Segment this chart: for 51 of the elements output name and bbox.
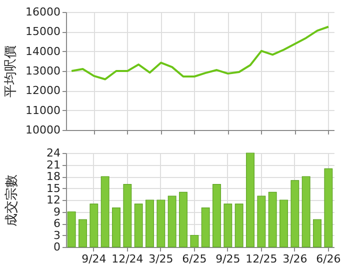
y-tick-label: 15000: [26, 25, 60, 38]
x-tick-label: 12/25: [246, 252, 278, 266]
bar: [78, 219, 87, 248]
line-series: [70, 26, 330, 80]
y-tick-label: 0: [54, 240, 60, 254]
bar: [146, 200, 154, 248]
y-tick-label: 11000: [26, 104, 60, 117]
y-tick-label: 3: [54, 228, 60, 242]
x-tick-label: 6/26: [316, 252, 341, 266]
y-tick-label: 14000: [26, 44, 60, 58]
y-tick-label: 12000: [26, 84, 60, 98]
bar: [100, 176, 110, 248]
y-tick-label: 13000: [26, 64, 60, 78]
bar: [156, 200, 166, 248]
y-tick-label: 12: [46, 194, 60, 206]
y-tick-label: 15: [46, 182, 60, 195]
x-tick-label: 12/24: [112, 252, 144, 266]
bar: [324, 168, 333, 248]
bar: [123, 184, 132, 248]
y-axis-title: 成交宗數: [4, 174, 20, 226]
bar: [201, 208, 210, 248]
bar: [190, 234, 199, 248]
x-tick-label: 3/25: [148, 252, 174, 266]
bar: [246, 152, 254, 248]
bar: [280, 200, 288, 248]
bar: [313, 219, 322, 248]
y-tick-label: 9: [54, 205, 60, 218]
y-tick-label: 6: [54, 217, 60, 230]
x-tick-label: 9/25: [216, 252, 240, 266]
bar: [134, 204, 143, 248]
bar: [168, 196, 176, 248]
bar: [179, 192, 188, 248]
bar: [212, 184, 221, 248]
bar: [112, 208, 120, 248]
bar: [67, 211, 76, 248]
bar: [268, 192, 277, 248]
x-tick-label: 6/25: [182, 252, 207, 266]
y-tick-label: 18: [46, 170, 60, 183]
y-tick-label: 21: [46, 158, 60, 172]
bar: [302, 176, 310, 248]
y-tick-label: 16000: [26, 6, 60, 18]
bar: [224, 204, 232, 248]
bar: [257, 196, 266, 248]
y-tick-label: 10000: [26, 124, 60, 136]
y-axis-title: 平均呎價: [4, 46, 19, 98]
bar: [234, 204, 244, 248]
bar: [290, 180, 300, 248]
x-tick-label: 9/24: [82, 252, 106, 266]
x-tick-label: 3/26: [282, 252, 308, 266]
y-tick-label: 24: [46, 146, 60, 160]
bar: [90, 204, 98, 248]
